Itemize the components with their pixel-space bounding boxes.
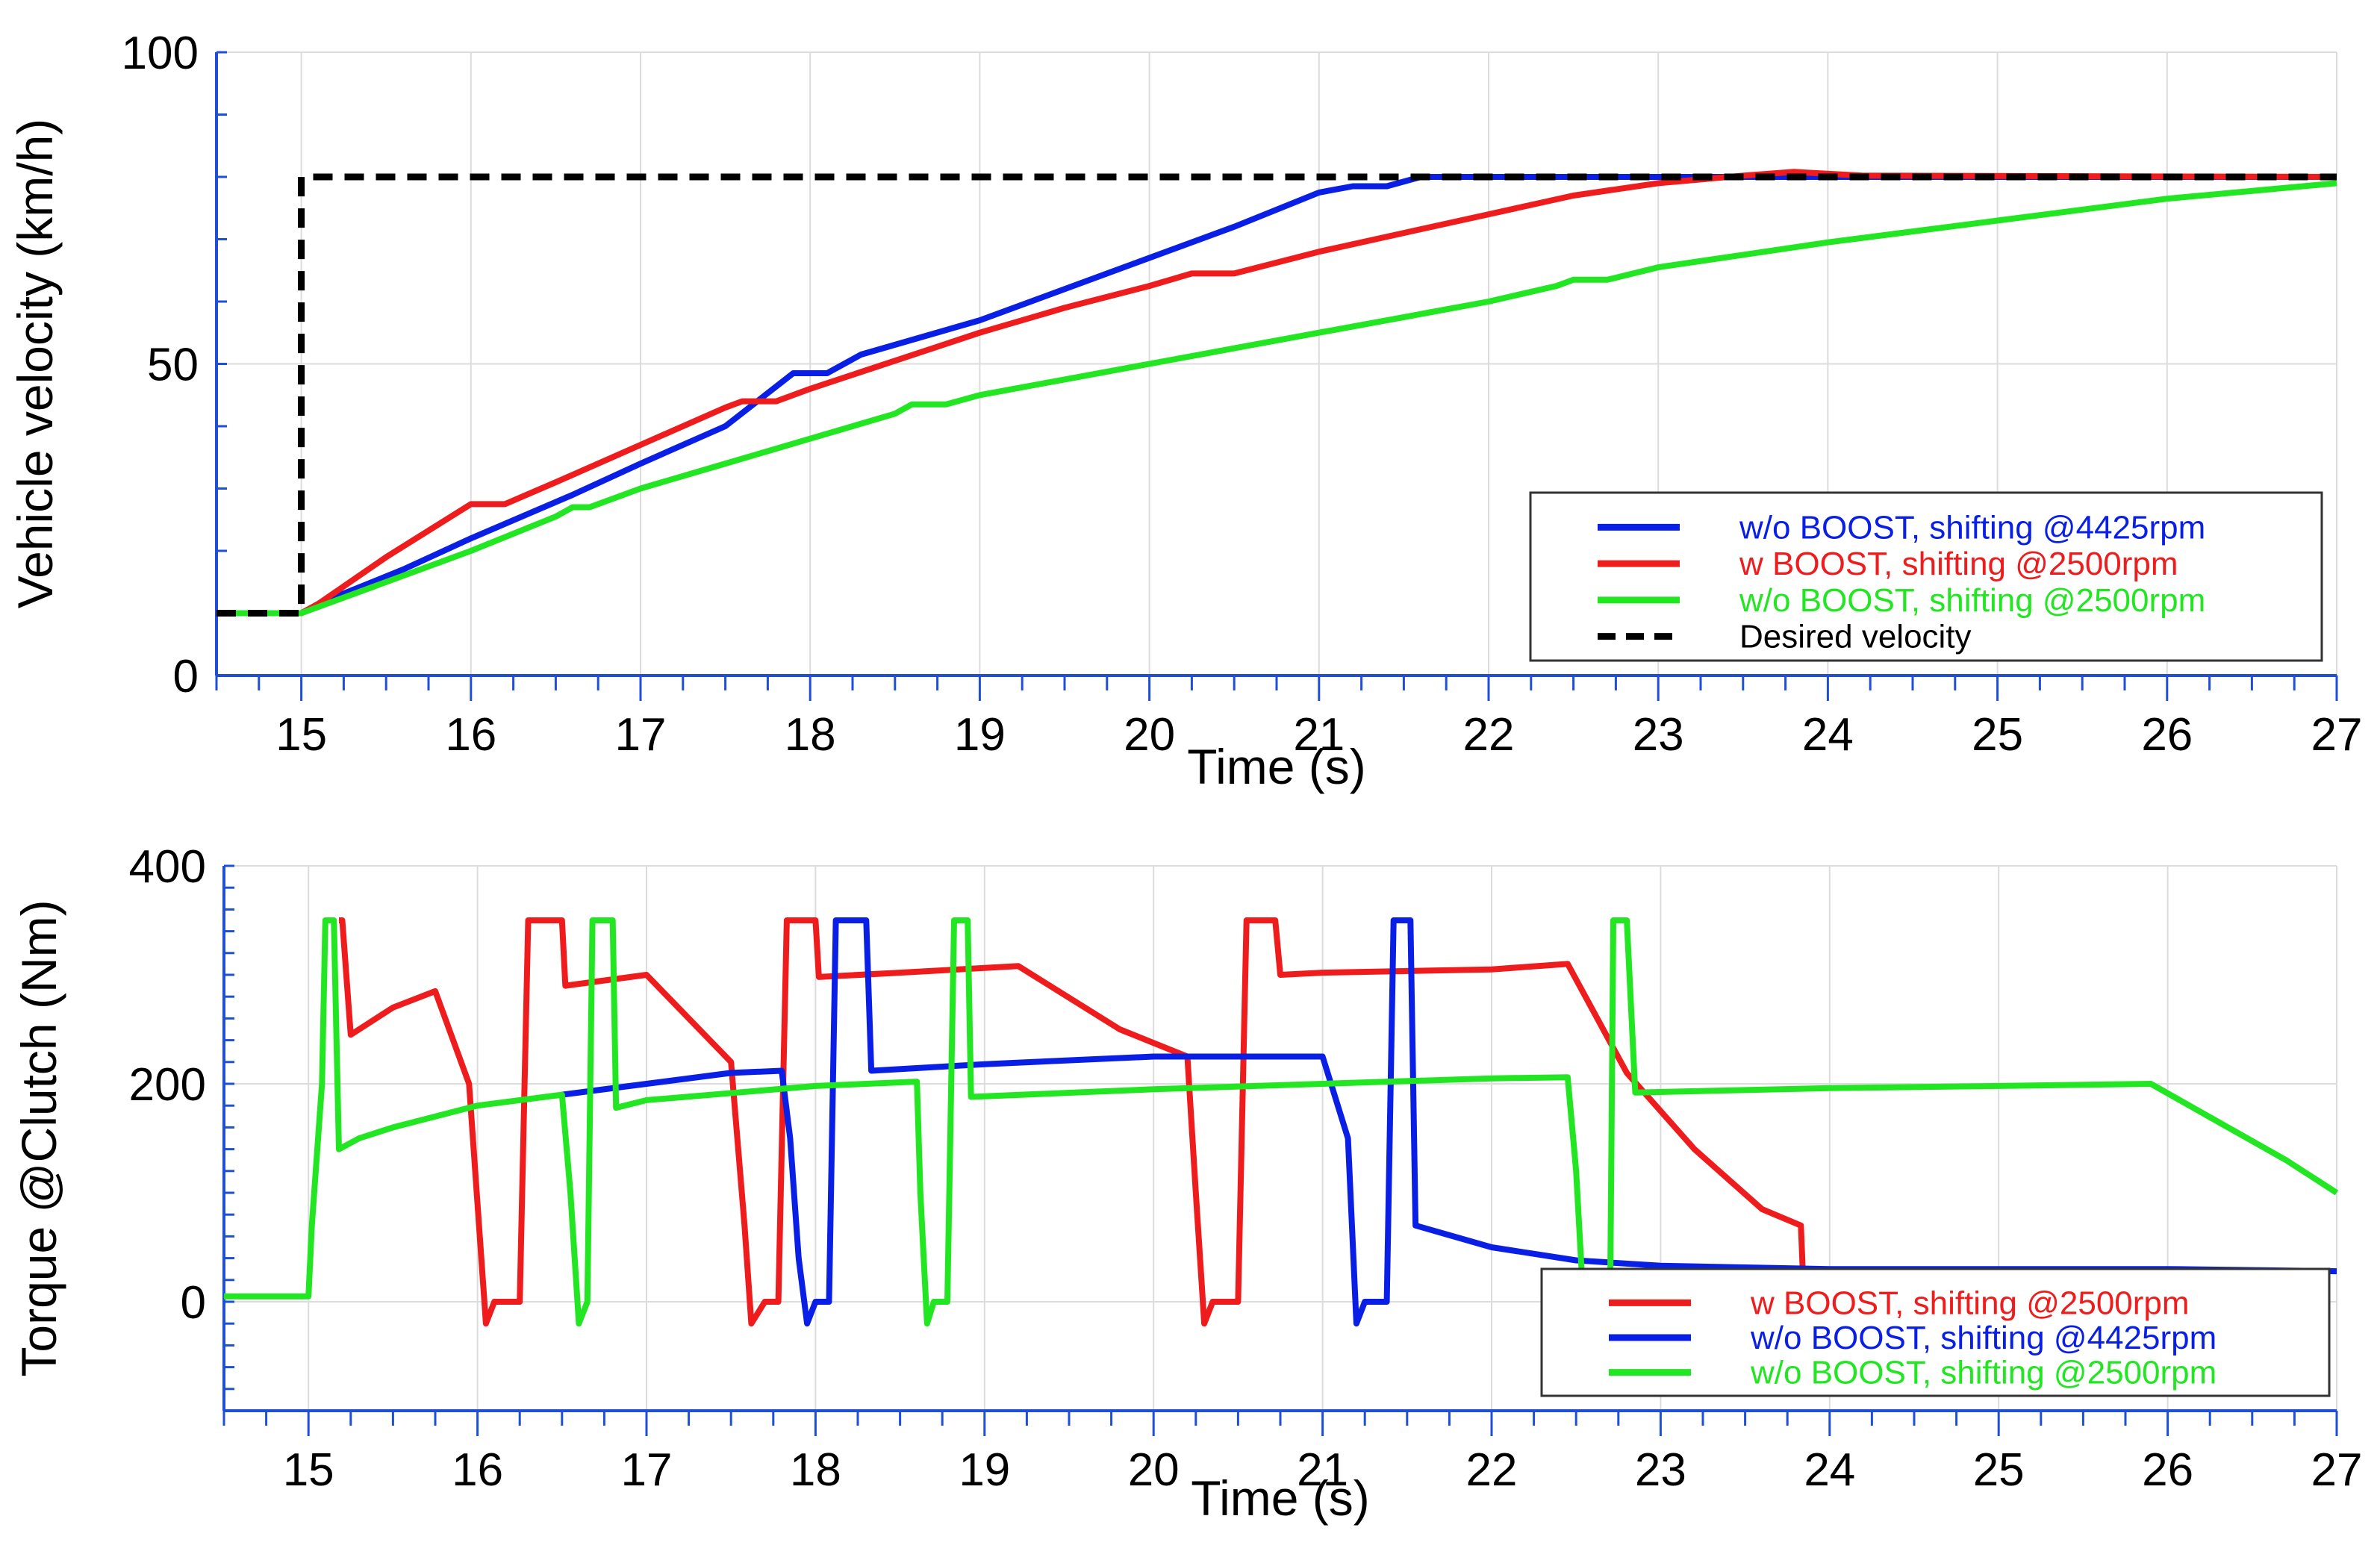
series-line-1 bbox=[339, 917, 1807, 1327]
chart-1: 15 16 17 18 19 20 21 22 23 24 25 26 27 0 50 100 Time (s)… bbox=[7, 28, 2362, 794]
x-tick-label: 17 bbox=[615, 709, 667, 761]
x-tick-label: 25 bbox=[1972, 709, 2023, 761]
legend-label-2: w BOOST, shifting @2500rpm bbox=[1739, 546, 2178, 582]
x-tick-label: 22 bbox=[1463, 709, 1515, 761]
legend-label-3: w/o BOOST, shifting @2500rpm bbox=[1750, 1355, 2217, 1391]
series-line-2 bbox=[561, 917, 2337, 1327]
legend-label-4: Desired velocity bbox=[1739, 619, 1972, 655]
legend-label-2: w/o BOOST, shifting @4425rpm bbox=[1750, 1320, 2217, 1356]
y-tick-label: 400 bbox=[129, 841, 206, 893]
series-line-2 bbox=[216, 169, 2337, 617]
x-tick-label: 15 bbox=[275, 709, 327, 761]
x-tick-label: 23 bbox=[1633, 709, 1684, 761]
x-axis-title: Time (s) bbox=[1187, 739, 1366, 794]
legend-label-3: w/o BOOST, shifting @2500rpm bbox=[1739, 582, 2205, 619]
x-tick-label: 25 bbox=[1973, 1444, 2025, 1496]
x-tick-label: 26 bbox=[2141, 709, 2193, 761]
x-tick-label: 20 bbox=[1124, 709, 1175, 761]
x-tick-label: 17 bbox=[621, 1444, 673, 1496]
x-tick-label: 24 bbox=[1802, 709, 1854, 761]
x-tick-label: 19 bbox=[954, 709, 1006, 761]
y-tick-label: 50 bbox=[147, 340, 199, 391]
x-tick-label: 21 bbox=[1297, 1444, 1348, 1496]
x-tick-label: 21 bbox=[1293, 709, 1345, 761]
x-tick-label: 27 bbox=[2311, 709, 2363, 761]
x-tick-label: 20 bbox=[1128, 1444, 1180, 1496]
x-tick-label: 18 bbox=[790, 1444, 841, 1496]
y-axis-title: Vehicle velocity (km/h) bbox=[7, 119, 63, 609]
x-tick-label: 22 bbox=[1466, 1444, 1518, 1496]
y-tick-label: 200 bbox=[129, 1059, 206, 1111]
x-tick-label: 16 bbox=[445, 709, 496, 761]
y-tick-label: 0 bbox=[181, 1277, 206, 1329]
x-tick-label: 19 bbox=[959, 1444, 1010, 1496]
legend-label-1: w BOOST, shifting @2500rpm bbox=[1750, 1285, 2190, 1321]
series-line-3 bbox=[224, 917, 2339, 1327]
x-tick-label: 27 bbox=[2311, 1444, 2363, 1496]
series-line-3 bbox=[216, 180, 2337, 617]
legend-label-1: w/o BOOST, shifting @4425rpm bbox=[1739, 509, 2205, 546]
y-axis-title: Torque @Clutch (Nm) bbox=[11, 899, 66, 1376]
x-tick-label: 26 bbox=[2142, 1444, 2193, 1496]
x-tick-label: 23 bbox=[1635, 1444, 1686, 1496]
legend-box bbox=[1529, 491, 2323, 662]
x-tick-label: 18 bbox=[785, 709, 836, 761]
series-line-4 bbox=[216, 173, 2337, 617]
chart-2: 15 16 17 18 19 20 21 22 23 24 25 26 27 0 200 400 Time (s… bbox=[11, 841, 2362, 1526]
x-tick-label: 16 bbox=[452, 1444, 503, 1496]
x-axis-title: Time (s) bbox=[1191, 1470, 1370, 1526]
series-line-1 bbox=[216, 174, 2337, 617]
y-tick-label: 0 bbox=[173, 651, 199, 702]
y-tick-label: 100 bbox=[122, 28, 199, 79]
x-tick-label: 15 bbox=[283, 1444, 334, 1496]
x-tick-label: 24 bbox=[1804, 1444, 1855, 1496]
